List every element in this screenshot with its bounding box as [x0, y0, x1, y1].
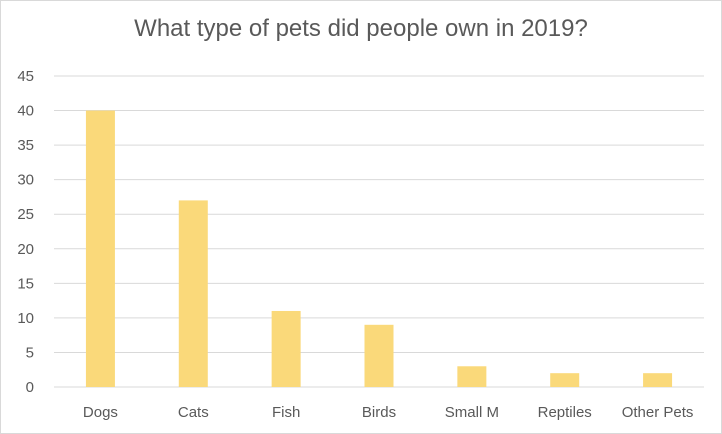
- bar-small-m: [457, 366, 487, 387]
- bar-cats: [178, 200, 208, 387]
- y-tick-label: 5: [26, 344, 34, 361]
- x-tick-label: Cats: [178, 404, 209, 421]
- chart-title: What type of pets did people own in 2019…: [134, 15, 588, 42]
- x-tick-label: Reptiles: [538, 404, 592, 421]
- y-tick-label: 25: [17, 206, 34, 223]
- bar-reptiles: [550, 373, 580, 387]
- x-tick-label: Other Pets: [622, 404, 694, 421]
- y-tick-label: 15: [17, 275, 34, 292]
- y-axis-ticks: 0 5 10 15 20 25 30 35 40 45: [17, 68, 34, 396]
- x-tick-label: Fish: [272, 404, 300, 421]
- y-tick-label: 0: [26, 379, 34, 396]
- bars: [85, 110, 673, 388]
- x-tick-label: Birds: [362, 404, 396, 421]
- y-tick-label: 30: [17, 172, 34, 189]
- bar-fish: [271, 310, 301, 387]
- y-tick-label: 35: [17, 137, 34, 154]
- x-tick-label: Dogs: [83, 404, 118, 421]
- y-tick-label: 10: [17, 310, 34, 327]
- x-tick-label: Small M: [445, 404, 499, 421]
- bar-dogs: [85, 110, 115, 388]
- y-tick-label: 45: [17, 68, 34, 85]
- bar-other-pets: [643, 373, 673, 387]
- y-tick-label: 20: [17, 241, 34, 258]
- y-tick-label: 40: [17, 103, 34, 120]
- x-axis-ticks: Dogs Cats Fish Birds Small M Reptiles Other Pe…: [83, 404, 694, 421]
- bar-birds: [364, 324, 394, 387]
